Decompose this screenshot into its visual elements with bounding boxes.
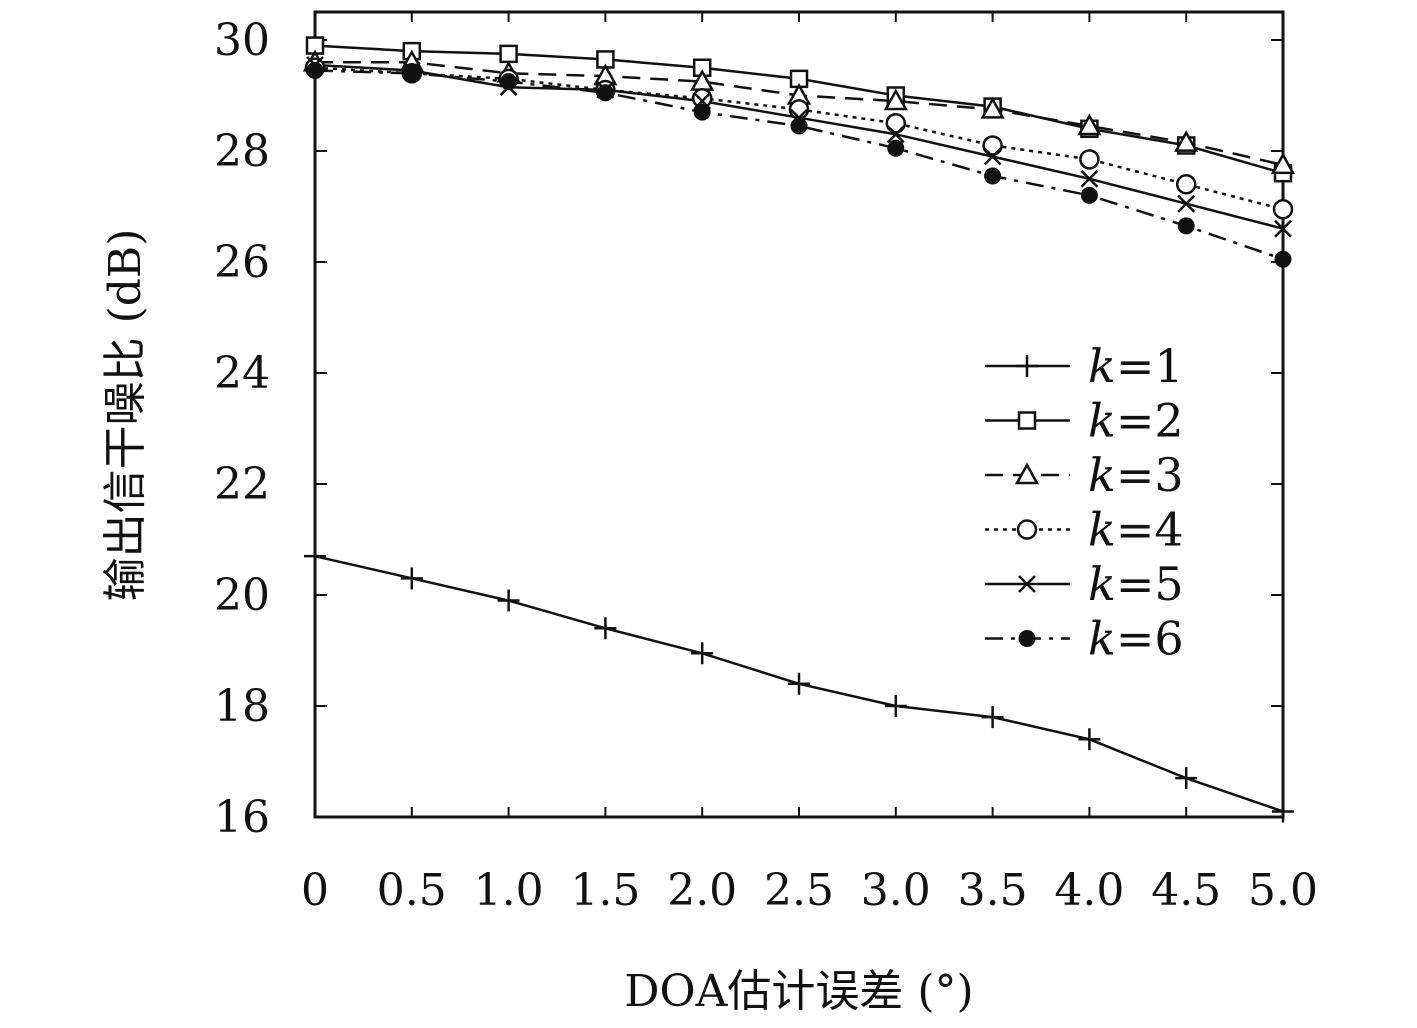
data-point <box>788 672 810 695</box>
data-point <box>1014 462 1040 485</box>
y-tick-label: 22 <box>214 459 270 510</box>
x-tick-label: 0.5 <box>377 865 447 916</box>
data-point <box>884 695 907 717</box>
data-point <box>596 84 614 102</box>
data-point <box>1270 152 1296 175</box>
y-axis-title: 输出信干噪比 (dB) <box>100 229 151 602</box>
y-tick-label: 16 <box>214 792 270 843</box>
data-point <box>1174 130 1199 152</box>
data-point <box>306 62 324 80</box>
data-point <box>693 103 711 121</box>
data-point <box>594 617 617 640</box>
data-point <box>982 135 1003 156</box>
x-tick-label: 4.0 <box>1054 865 1124 916</box>
data-point <box>1016 519 1038 540</box>
data-point <box>981 706 1004 729</box>
data-point <box>984 167 1002 185</box>
data-point <box>886 125 905 144</box>
x-tick-labels: 0 0.5 1.0 1.5 2.0 2.5 3.0 3.5 4.0 4.5 5.0 <box>301 865 1318 916</box>
data-point <box>1016 355 1038 377</box>
data-point <box>304 545 326 568</box>
x-tick-label: 0 <box>301 865 329 916</box>
data-point <box>1018 630 1036 647</box>
data-point <box>1080 186 1098 204</box>
data-point <box>1175 767 1198 790</box>
data-point <box>788 99 810 120</box>
data-point <box>500 73 518 91</box>
data-point <box>1079 149 1100 170</box>
x-axis-title: DOA估计误差 (°) <box>624 966 973 1017</box>
x-tick-label: 2.5 <box>764 865 834 916</box>
y-tick-label: 30 <box>214 15 270 66</box>
data-point <box>790 117 808 135</box>
legend-label: k=3 <box>1088 448 1184 502</box>
y-tick-label: 24 <box>214 348 270 399</box>
legend-label: k=2 <box>1088 394 1184 448</box>
data-point <box>1175 174 1197 195</box>
series-line-6 <box>314 69 1284 261</box>
y-tick-label: 28 <box>214 126 270 177</box>
x-tick-label: 3.5 <box>958 865 1028 916</box>
data-point <box>499 44 518 64</box>
data-point <box>1177 217 1195 235</box>
x-tick-label: 3.0 <box>861 865 931 916</box>
data-point <box>1078 728 1101 751</box>
data-point <box>497 589 520 612</box>
data-point <box>980 96 1005 119</box>
x-tick-label: 4.5 <box>1151 865 1221 916</box>
data-point <box>1077 113 1102 136</box>
data-point <box>1018 575 1036 593</box>
data-point <box>691 642 714 665</box>
y-tick-label: 20 <box>214 570 270 621</box>
x-tick-label: 5.0 <box>1248 865 1318 916</box>
data-point <box>983 147 1002 166</box>
legend-label: k=1 <box>1088 339 1184 393</box>
data-point <box>1080 169 1099 188</box>
data-point <box>400 567 423 590</box>
data-point <box>885 113 907 134</box>
legend-label: k=4 <box>1088 503 1184 557</box>
x-tick-label: 1.5 <box>570 865 640 916</box>
data-point <box>1017 411 1037 430</box>
data-point <box>1274 250 1292 268</box>
x-tick-label: 1.0 <box>474 865 544 916</box>
legend: k=1k=2k=3k=4k=5k=6 <box>985 339 1184 666</box>
x-tick-label: 2.0 <box>667 865 737 916</box>
data-point <box>403 64 421 82</box>
series-markers <box>302 36 1296 823</box>
data-point <box>1272 199 1294 220</box>
legend-label: k=6 <box>1088 612 1184 666</box>
y-tick-label: 26 <box>214 237 270 288</box>
legend-label: k=5 <box>1088 557 1184 611</box>
data-point <box>1274 219 1292 238</box>
y-tick-label: 18 <box>214 681 270 732</box>
data-point <box>1272 800 1294 823</box>
data-point <box>883 88 908 111</box>
data-point <box>887 139 905 157</box>
y-tick-labels: 16 18 20 22 24 26 28 30 <box>214 15 270 843</box>
data-point <box>1177 194 1196 213</box>
